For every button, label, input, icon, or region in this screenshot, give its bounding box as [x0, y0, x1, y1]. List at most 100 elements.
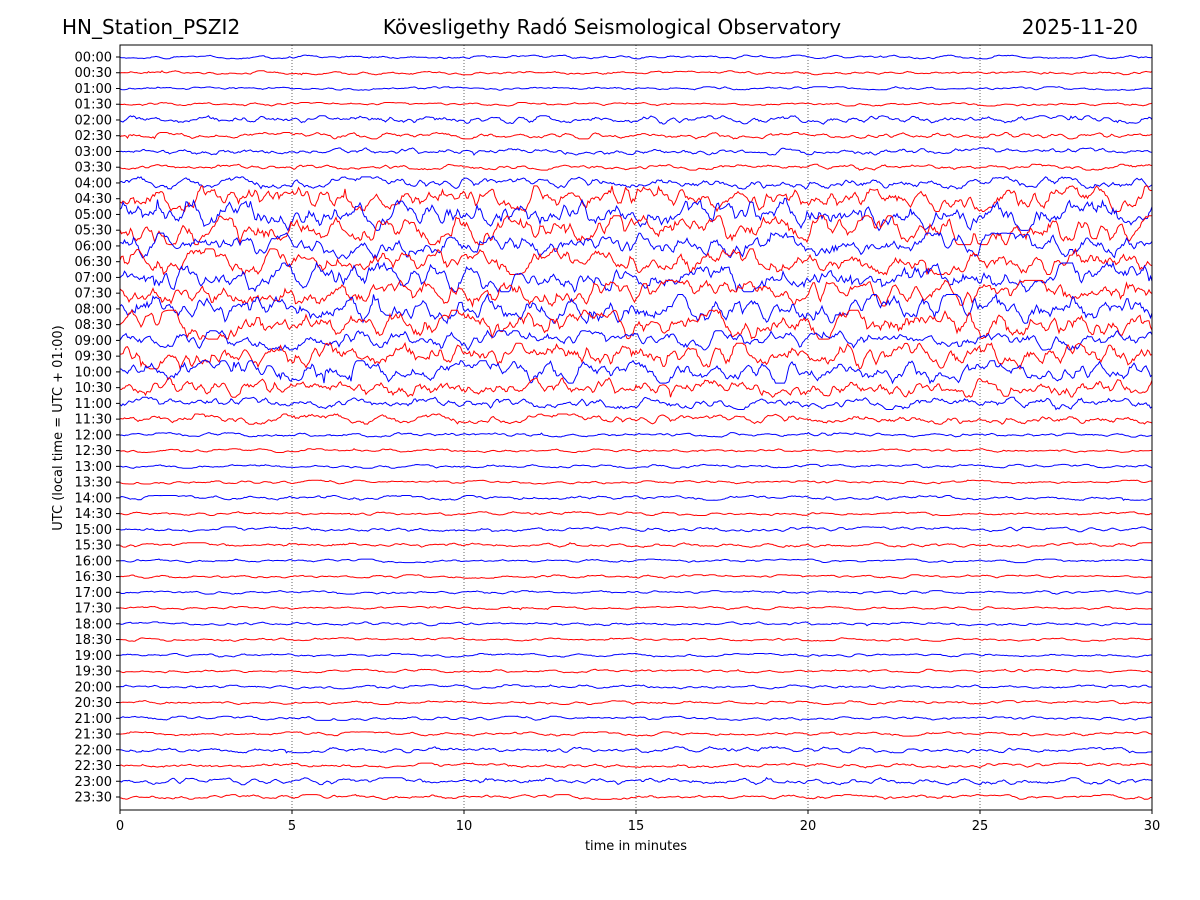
- trace-0100: [119, 86, 1153, 91]
- y-tick-label: 02:30: [75, 129, 112, 144]
- trace-2330: [119, 794, 1153, 800]
- x-tick-label: 15: [628, 819, 645, 834]
- y-tick-label: 22:00: [75, 743, 112, 758]
- trace-1330: [119, 479, 1153, 485]
- y-tick-label: 08:00: [75, 302, 112, 317]
- y-tick-label: 21:00: [75, 712, 112, 727]
- y-tick-label: 17:30: [75, 602, 112, 617]
- y-tick-label: 17:00: [75, 586, 112, 601]
- trace-1130: [119, 413, 1153, 425]
- y-tick-label: 00:30: [75, 66, 112, 81]
- y-tick-labels: 00:0000:3001:0001:3002:0002:3003:0003:30…: [75, 51, 120, 806]
- trace-1600: [119, 558, 1153, 564]
- trace-0830: [119, 309, 1153, 340]
- x-tick-label: 10: [456, 819, 473, 834]
- trace-1030: [119, 377, 1153, 398]
- trace-0730: [119, 279, 1153, 308]
- y-tick-label: 05:30: [75, 224, 112, 239]
- y-tick-label: 04:00: [75, 176, 112, 191]
- trace-2200: [119, 746, 1153, 754]
- y-tick-label: 13:30: [75, 476, 112, 491]
- trace-0130: [119, 101, 1153, 107]
- trace-2100: [119, 715, 1153, 721]
- trace-1200: [119, 431, 1153, 438]
- y-tick-label: 02:00: [75, 113, 112, 128]
- trace-1830: [119, 637, 1153, 642]
- trace-1400: [119, 494, 1153, 502]
- y-tick-label: 08:30: [75, 318, 112, 333]
- trace-0000: [119, 54, 1153, 60]
- trace-1930: [119, 668, 1153, 674]
- trace-2130: [119, 731, 1153, 737]
- trace-1700: [119, 590, 1153, 595]
- x-tick-label: 25: [972, 819, 989, 834]
- y-tick-label: 19:00: [75, 649, 112, 664]
- x-axis-label: time in minutes: [585, 839, 687, 854]
- trace-2030: [119, 700, 1153, 706]
- y-tick-label: 05:00: [75, 208, 112, 223]
- y-tick-label: 07:30: [75, 287, 112, 302]
- y-tick-label: 15:00: [75, 523, 112, 538]
- y-tick-label: 06:00: [75, 239, 112, 254]
- y-tick-label: 14:30: [75, 507, 112, 522]
- y-tick-label: 12:30: [75, 444, 112, 459]
- x-tick-label: 5: [288, 819, 296, 834]
- trace-1500: [119, 526, 1152, 533]
- trace-0700: [119, 261, 1153, 293]
- trace-1000: [119, 359, 1153, 385]
- y-tick-label: 16:00: [75, 554, 112, 569]
- y-tick-label: 11:00: [75, 397, 112, 412]
- station-title: HN_Station_PSZI2: [62, 15, 241, 39]
- y-tick-label: 04:30: [75, 192, 112, 207]
- trace-1900: [119, 652, 1152, 658]
- y-tick-label: 03:30: [75, 161, 112, 176]
- x-tick-label: 30: [1144, 819, 1161, 834]
- y-tick-label: 06:30: [75, 255, 112, 270]
- seismic-traces: [119, 54, 1153, 800]
- trace-0430: [119, 185, 1153, 213]
- y-axis-label: UTC (local time = UTC + 01:00): [51, 325, 66, 530]
- y-tick-label: 11:30: [75, 413, 112, 428]
- trace-0600: [119, 232, 1153, 260]
- y-tick-label: 10:00: [75, 365, 112, 380]
- trace-0330: [119, 163, 1153, 171]
- trace-1100: [119, 396, 1153, 411]
- trace-1300: [119, 463, 1153, 469]
- trace-0900: [119, 329, 1153, 352]
- y-tick-label: 12:00: [75, 428, 112, 443]
- observatory-title: Kövesligethy Radó Seismological Observat…: [382, 15, 842, 39]
- y-tick-label: 21:30: [75, 728, 112, 743]
- y-tick-label: 09:00: [75, 334, 112, 349]
- trace-0800: [119, 292, 1153, 325]
- y-tick-label: 10:30: [75, 381, 112, 396]
- trace-0230: [119, 131, 1153, 140]
- y-tick-label: 20:30: [75, 696, 112, 711]
- x-tick-label: 0: [116, 819, 124, 834]
- y-tick-label: 19:30: [75, 665, 112, 680]
- y-tick-label: 09:30: [75, 350, 112, 365]
- trace-2300: [119, 776, 1153, 786]
- trace-1630: [119, 574, 1153, 579]
- y-tick-label: 22:30: [75, 759, 112, 774]
- y-tick-label: 23:30: [75, 791, 112, 806]
- y-tick-label: 00:00: [75, 51, 112, 66]
- trace-1730: [119, 605, 1153, 611]
- trace-0400: [119, 176, 1153, 190]
- y-tick-label: 01:00: [75, 82, 112, 97]
- y-tick-label: 13:00: [75, 460, 112, 475]
- y-tick-label: 18:30: [75, 633, 112, 648]
- trace-2230: [119, 762, 1153, 769]
- y-tick-label: 07:00: [75, 271, 112, 286]
- date-title: 2025-11-20: [1021, 15, 1138, 39]
- y-tick-label: 14:00: [75, 491, 112, 506]
- grid-lines: [291, 45, 981, 810]
- trace-0630: [119, 247, 1153, 276]
- y-tick-label: 15:30: [75, 539, 112, 554]
- trace-1800: [119, 621, 1153, 627]
- trace-1230: [119, 448, 1152, 454]
- y-tick-label: 18:00: [75, 617, 112, 632]
- trace-0030: [119, 70, 1153, 76]
- y-tick-label: 01:30: [75, 98, 112, 113]
- x-tick-labels: 0 5 10 15 20 25 30: [116, 810, 1160, 834]
